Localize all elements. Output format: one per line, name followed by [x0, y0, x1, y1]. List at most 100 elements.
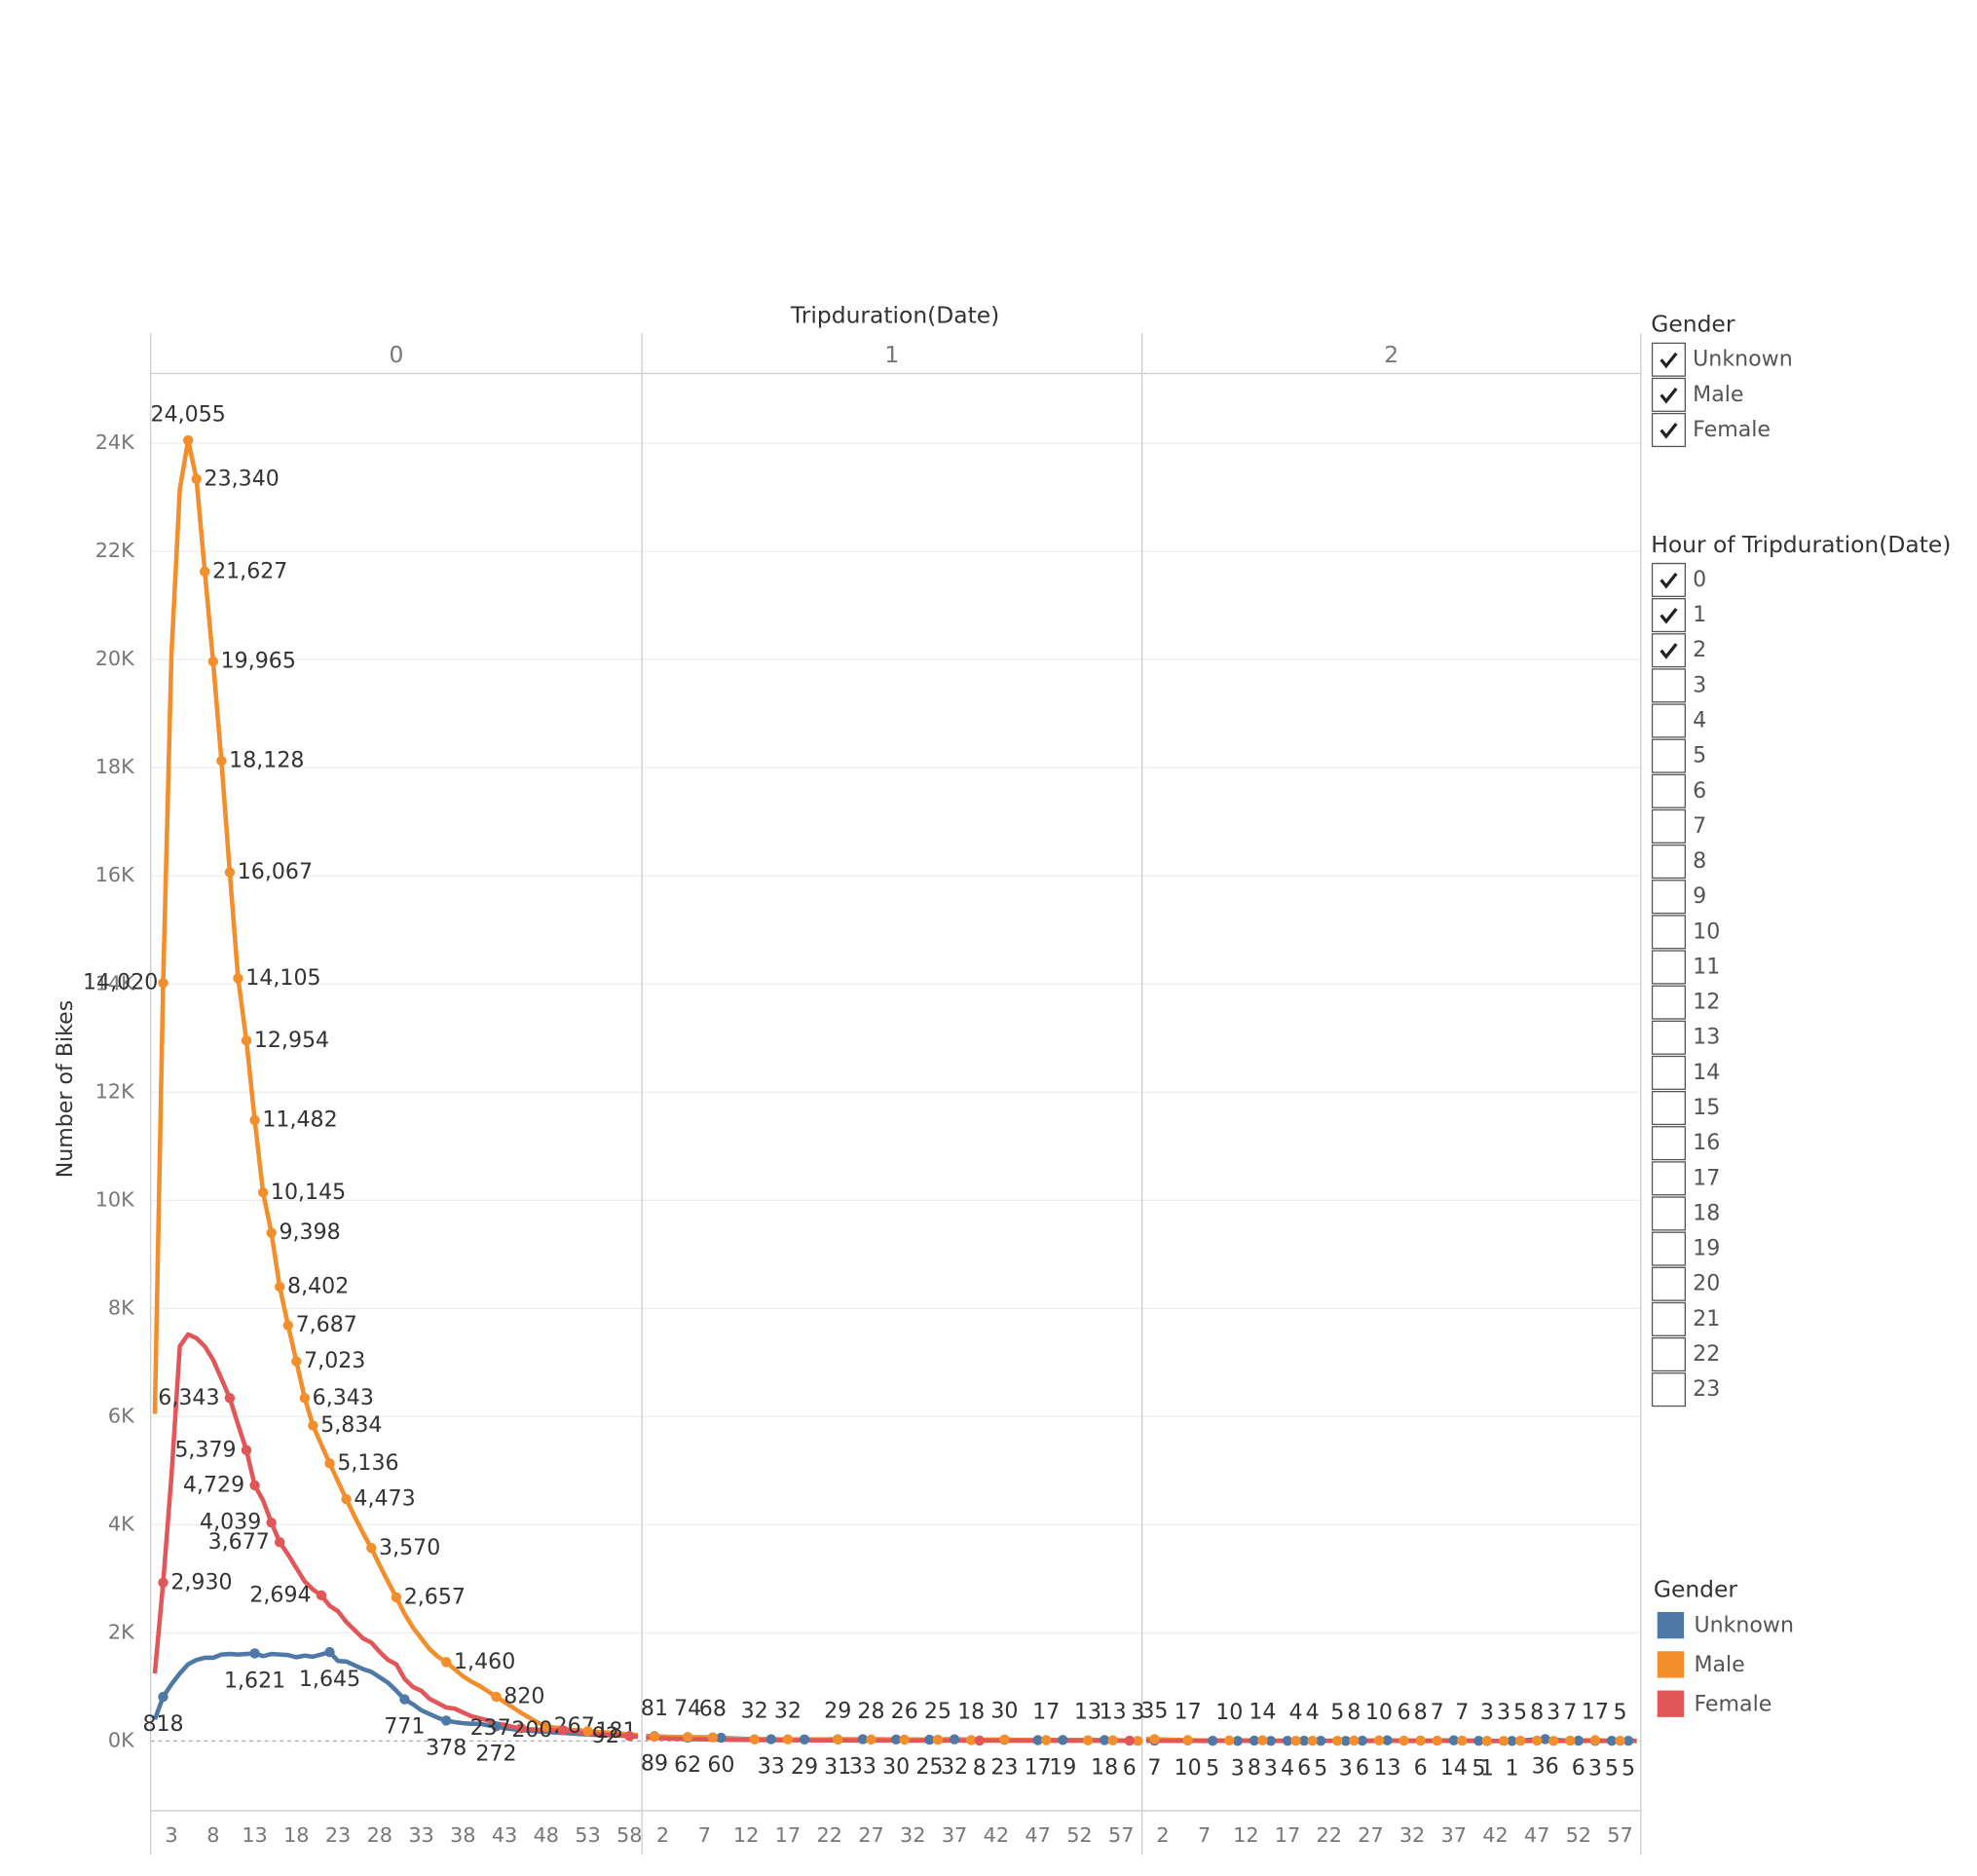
data-label: 820 [504, 1683, 544, 1708]
series-line [152, 1332, 639, 1740]
data-point [1041, 1735, 1052, 1745]
data-point [1207, 1735, 1218, 1746]
filter-option[interactable]: 15 [1693, 1095, 1720, 1120]
checkbox[interactable] [1651, 412, 1686, 448]
checkbox[interactable] [1651, 562, 1686, 597]
filter-option[interactable]: Unknown [1693, 347, 1793, 372]
data-point [216, 755, 227, 767]
checkbox[interactable] [1651, 1161, 1686, 1196]
data-point [1615, 1735, 1625, 1746]
y-tick-label: 6K [108, 1404, 135, 1427]
checkbox[interactable] [1651, 985, 1686, 1020]
data-point [974, 1735, 985, 1746]
filter-option[interactable]: 20 [1693, 1271, 1720, 1296]
filter-option[interactable]: 9 [1693, 883, 1706, 909]
checkbox[interactable] [1651, 703, 1686, 738]
filter-option[interactable]: 5 [1693, 743, 1706, 769]
checkbox[interactable] [1651, 1196, 1686, 1231]
filter-option[interactable]: 21 [1693, 1306, 1720, 1332]
checkbox[interactable] [1651, 844, 1686, 880]
checkbox[interactable] [1651, 1266, 1686, 1301]
checkbox[interactable] [1651, 738, 1686, 773]
data-label: 8 [1347, 1700, 1361, 1725]
data-label: 24,055 [151, 402, 226, 428]
data-label: 18 [957, 1699, 985, 1724]
data-label: 13 [1373, 1755, 1400, 1781]
filter-option[interactable]: 6 [1693, 778, 1706, 804]
checkbox[interactable] [1651, 342, 1686, 377]
series-line [152, 1649, 638, 1739]
data-point [541, 1721, 551, 1732]
x-tick-label: 47 [1524, 1823, 1549, 1847]
checkbox[interactable] [1651, 880, 1686, 915]
filter-option[interactable]: 17 [1693, 1165, 1720, 1190]
filter-option[interactable]: 8 [1693, 848, 1706, 874]
filter-option[interactable]: 4 [1693, 707, 1706, 732]
data-point [649, 1731, 660, 1743]
x-tick-label: 22 [816, 1823, 841, 1847]
data-point [1058, 1735, 1068, 1745]
filter-option[interactable]: 11 [1693, 954, 1720, 979]
x-tick-label: 32 [900, 1823, 925, 1847]
filter-option[interactable]: 16 [1693, 1130, 1720, 1155]
checkbox[interactable] [1651, 1090, 1686, 1126]
checkbox[interactable] [1651, 1020, 1686, 1055]
filter-option[interactable]: 3 [1693, 672, 1706, 697]
data-label: 11,482 [262, 1107, 337, 1133]
checkbox[interactable] [1651, 668, 1686, 703]
data-point [782, 1734, 794, 1745]
checkbox[interactable] [1651, 773, 1686, 808]
checkbox[interactable] [1651, 1336, 1686, 1372]
data-point [1082, 1735, 1094, 1745]
filter-option[interactable]: 1 [1693, 602, 1706, 627]
x-tick-label: 17 [1275, 1823, 1300, 1847]
checkbox[interactable] [1651, 1301, 1686, 1336]
data-point [341, 1493, 352, 1505]
data-label: 4,729 [183, 1472, 244, 1497]
data-point [1224, 1735, 1235, 1746]
filter-option[interactable]: 13 [1693, 1025, 1720, 1050]
data-point [1373, 1735, 1385, 1746]
checkbox[interactable] [1651, 1372, 1686, 1407]
data-label: 29 [791, 1754, 818, 1780]
data-label: 2,657 [404, 1584, 466, 1609]
data-point [207, 656, 219, 667]
checkbox[interactable] [1651, 808, 1686, 844]
data-label: 32 [774, 1699, 802, 1724]
checkbox[interactable] [1651, 377, 1686, 412]
data-point [275, 1537, 285, 1548]
filter-option[interactable]: 10 [1693, 919, 1720, 944]
data-label: 2,694 [249, 1582, 311, 1607]
y-tick-label: 12K [95, 1079, 135, 1103]
checkbox[interactable] [1651, 950, 1686, 985]
data-label: 4 [1306, 1700, 1320, 1725]
filter-option[interactable]: 7 [1693, 813, 1706, 839]
checkbox[interactable] [1651, 1055, 1686, 1090]
filter-option[interactable]: 22 [1693, 1341, 1720, 1367]
checkbox[interactable] [1651, 633, 1686, 668]
filter-option[interactable]: 12 [1693, 990, 1720, 1015]
data-point [932, 1734, 944, 1745]
y-tick-label: 18K [95, 755, 135, 778]
checkbox[interactable] [1651, 1126, 1686, 1161]
checkbox[interactable] [1651, 1231, 1686, 1266]
filter-option[interactable]: 23 [1693, 1376, 1720, 1402]
checkbox[interactable] [1651, 598, 1686, 633]
filter-option[interactable]: Female [1693, 417, 1771, 442]
filter-option[interactable]: 19 [1693, 1236, 1720, 1261]
data-label: 17 [1025, 1755, 1052, 1781]
data-point [191, 473, 202, 484]
data-point [441, 1657, 452, 1668]
data-point [1232, 1736, 1244, 1746]
filter-option[interactable]: 14 [1693, 1060, 1720, 1085]
data-label: 81 [641, 1696, 668, 1721]
filter-option[interactable]: 0 [1693, 567, 1706, 592]
checkbox[interactable] [1651, 915, 1686, 950]
check-mark [1660, 608, 1678, 624]
filter-option[interactable]: 18 [1693, 1200, 1720, 1225]
filter-option[interactable]: 2 [1693, 637, 1706, 662]
x-tick-label: 37 [942, 1823, 967, 1847]
x-tick-label: 42 [1482, 1823, 1508, 1847]
filter-option[interactable]: Male [1693, 382, 1743, 407]
legend-label: Male [1694, 1652, 1744, 1677]
